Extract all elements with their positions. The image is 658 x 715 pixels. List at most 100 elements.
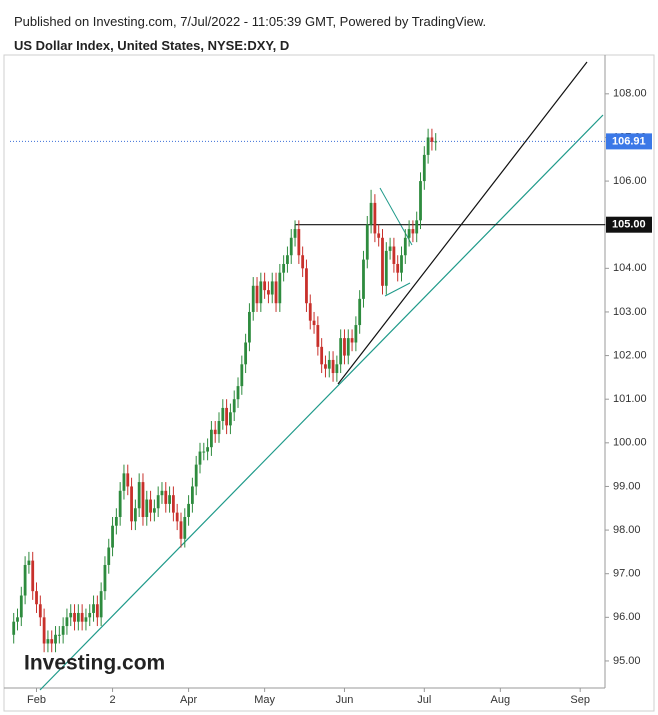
candle-body [175,512,179,522]
x-tick-label: Feb [27,694,46,706]
candle-body [282,263,286,273]
candle-body [152,508,156,513]
candle-body [103,564,107,592]
candle-body [422,154,426,182]
candle-body [377,233,381,238]
candle-body [244,342,248,365]
y-tick-label: 106.00 [613,175,647,187]
candle-body [118,490,122,517]
candle-body [206,447,210,452]
trendline [337,61,588,385]
candle-body [80,612,84,622]
candle-body [240,364,244,387]
candle-body [107,547,111,565]
candle-body [263,281,267,291]
candle-body [225,407,229,426]
level-label-box [606,216,652,233]
candle-body [213,429,217,435]
y-tick-label: 97.00 [613,568,641,580]
candle-body [137,482,141,509]
candle-body [221,407,225,422]
y-tick-label: 101.00 [613,393,647,405]
candle-body [130,486,133,522]
candle-body [434,141,438,143]
candle-body [305,268,308,304]
candle-body [396,263,400,273]
candle-body [320,346,324,365]
pattern-line [384,282,411,297]
candle-body [411,229,415,234]
x-tick-label: Sep [570,694,590,706]
candle-body [388,246,392,251]
candle-body [160,490,164,496]
candle-body [293,229,297,238]
candle-body [19,595,23,618]
candle-body [274,281,278,304]
candle-body [187,503,190,517]
candle-body [289,237,293,256]
candle-body [365,224,369,260]
candle-body [407,229,411,238]
y-tick-label: 100.00 [613,437,647,449]
candle-body [141,482,145,517]
candle-body [362,259,365,299]
candle-body [346,338,350,356]
candle-body [38,604,42,618]
candle-body [331,359,335,374]
candle-body [381,237,384,286]
pattern-line [379,187,413,246]
candle-body [232,399,236,413]
candle-body [179,521,183,539]
candle-body [343,338,346,356]
candle-body [92,604,95,613]
candle-body [76,612,80,622]
candle-body [251,285,255,312]
candle-body [308,303,312,321]
candle-body [248,311,251,343]
candle-body [267,290,270,295]
candle-body [42,617,46,644]
published-note: Published on Investing.com, 7/Jul/2022 -… [14,14,487,29]
y-tick-label: 103.00 [613,306,647,318]
candle-body [358,298,362,326]
candle-body [369,202,373,225]
candle-body [183,516,187,539]
candle-body [335,364,339,374]
candle-body [426,137,430,155]
candle-body [12,621,16,635]
y-tick-label: 95.00 [613,655,641,667]
candle-body [73,612,76,622]
candle-body [430,137,434,142]
candle-body [27,560,31,565]
candle-body [194,464,198,487]
candle-body [35,591,38,605]
level-label: 105.00 [612,219,646,231]
candle-body [111,525,114,548]
candle-body [384,250,388,286]
candle-body [190,486,194,504]
x-tick-label: May [254,694,275,706]
candle-body [61,626,65,635]
candle-body [202,451,206,453]
candle-body [229,412,232,426]
candle-body [88,612,92,618]
candle-body [339,338,343,365]
candle-body [126,473,130,487]
candle-body [419,181,422,221]
candle-body [373,202,377,234]
candle-body [57,634,61,636]
candle-body [133,508,137,522]
candle-body [400,255,403,273]
candle-body [145,499,149,517]
candle-body [156,495,160,509]
chart-title: US Dollar Index, United States, NYSE:DXY… [14,38,290,53]
y-tick-label: 99.00 [613,480,641,492]
candle-body [259,281,263,304]
candle-body [278,272,282,304]
candle-body [236,386,240,400]
candle-body [403,237,407,256]
x-tick-label: 2 [109,694,115,706]
candle-body [270,281,274,295]
